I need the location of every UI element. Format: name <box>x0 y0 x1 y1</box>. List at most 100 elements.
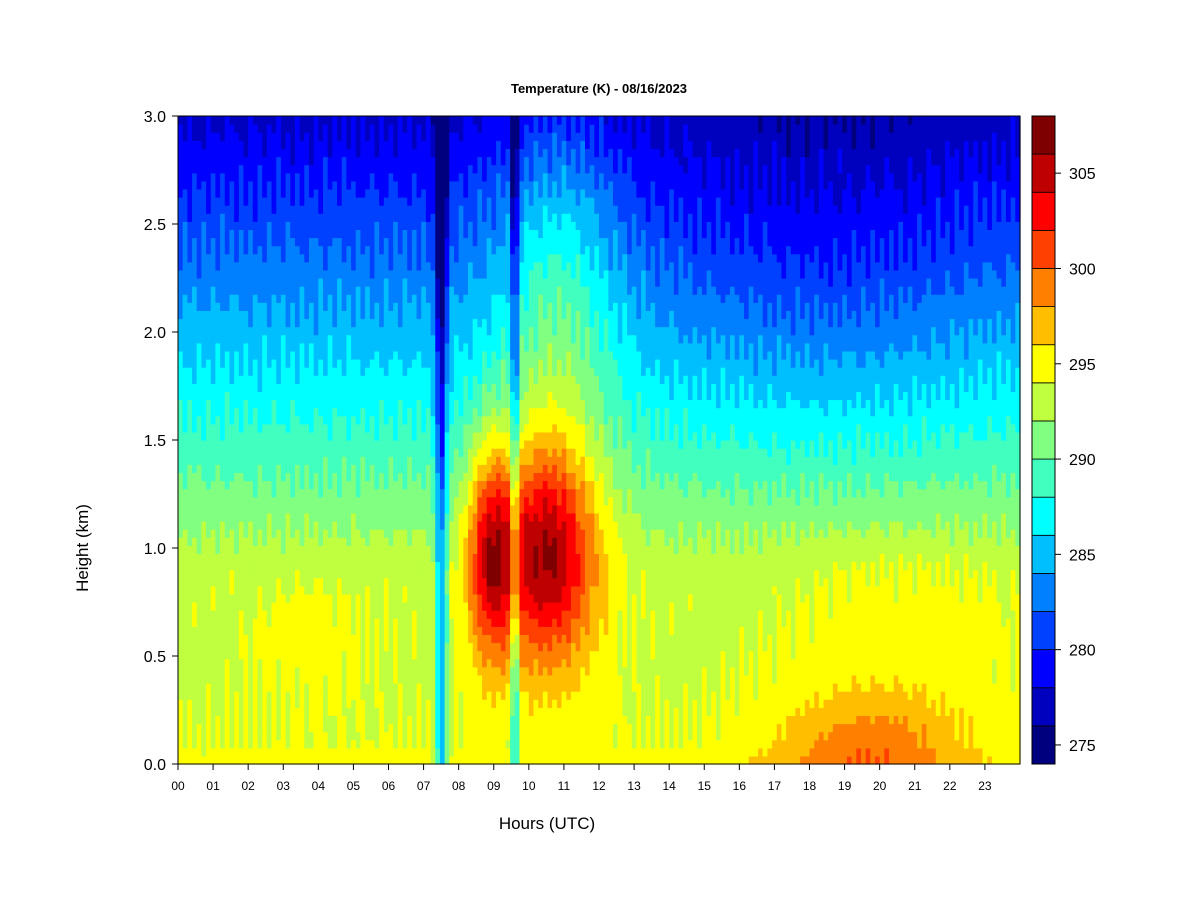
heatmap-cell <box>369 423 376 433</box>
heatmap-cell <box>201 415 207 425</box>
heatmap-cell <box>220 245 226 255</box>
heatmap-cell <box>323 278 329 287</box>
heatmap-cell <box>383 650 390 660</box>
heatmap-cell <box>262 278 268 287</box>
heatmap-cell <box>341 545 347 554</box>
heatmap-cell <box>346 237 352 247</box>
heatmap-cell <box>402 456 408 465</box>
heatmap-cell <box>355 221 362 230</box>
heatmap-cell <box>365 310 371 320</box>
heatmap-cell <box>360 367 366 376</box>
heatmap-cell <box>463 213 469 222</box>
heatmap-cell <box>252 650 259 660</box>
heatmap-cell <box>192 407 198 417</box>
heatmap-cell <box>458 448 464 457</box>
heatmap-cell <box>210 618 217 627</box>
heatmap-cell <box>196 180 202 190</box>
heatmap-cell <box>262 545 268 554</box>
heatmap-cell <box>196 116 202 125</box>
heatmap-cell <box>369 375 376 384</box>
heatmap-cell <box>458 472 464 482</box>
heatmap-cell <box>187 205 193 214</box>
heatmap-cell <box>421 399 427 409</box>
heatmap-cell <box>369 286 376 295</box>
heatmap-cell <box>252 375 259 384</box>
heatmap-cell <box>425 545 432 554</box>
heatmap-cell <box>252 569 259 579</box>
heatmap-cell <box>280 245 287 255</box>
heatmap-cell <box>439 585 446 595</box>
heatmap-cell <box>463 407 469 417</box>
heatmap-cell <box>294 278 301 287</box>
heatmap-cell <box>248 755 254 765</box>
heatmap-cell <box>294 585 301 595</box>
heatmap-cell <box>192 569 198 579</box>
heatmap-cell <box>201 674 207 684</box>
heatmap-cell <box>252 634 259 644</box>
heatmap-cell <box>468 512 474 522</box>
heatmap-cell <box>308 367 315 376</box>
heatmap-cell <box>304 755 310 765</box>
heatmap-cell <box>257 245 263 255</box>
heatmap-cell <box>201 164 207 174</box>
heatmap-cell <box>187 634 193 644</box>
heatmap-cell <box>323 602 329 611</box>
heatmap-cell <box>453 180 460 190</box>
heatmap-cell <box>444 350 450 360</box>
heatmap-cell <box>458 188 464 198</box>
heatmap-cell <box>178 650 184 660</box>
heatmap-cell <box>294 286 301 295</box>
heatmap-cell <box>290 164 296 174</box>
heatmap-cell <box>341 310 347 320</box>
heatmap-cell <box>351 334 357 344</box>
heatmap-cell <box>458 691 464 700</box>
heatmap-cell <box>271 221 277 230</box>
heatmap-cell <box>397 658 404 668</box>
heatmap-cell <box>210 650 217 660</box>
heatmap-cell <box>234 472 240 482</box>
heatmap-cell <box>463 440 469 449</box>
heatmap-cell <box>276 585 282 595</box>
heatmap-cell <box>299 213 305 222</box>
heatmap-cell <box>257 585 263 595</box>
heatmap-cell <box>178 318 184 328</box>
heatmap-cell <box>229 116 235 125</box>
heatmap-cell <box>337 269 343 279</box>
heatmap-cell <box>290 188 296 198</box>
heatmap-cell <box>248 747 254 757</box>
heatmap-cell <box>374 553 380 563</box>
heatmap-cell <box>243 496 249 506</box>
heatmap-cell <box>299 286 305 295</box>
heatmap-cell <box>210 188 217 198</box>
heatmap-cell <box>299 156 305 166</box>
heatmap-cell <box>425 626 432 635</box>
heatmap-cell <box>276 164 282 174</box>
heatmap-cell <box>294 472 301 482</box>
heatmap-cell <box>425 229 432 239</box>
heatmap-cell <box>308 658 315 668</box>
heatmap-cell <box>210 626 217 635</box>
heatmap-cell <box>229 642 235 652</box>
heatmap-cell <box>215 261 221 271</box>
heatmap-cell <box>238 618 245 627</box>
heatmap-cell <box>215 407 221 417</box>
heatmap-cell <box>192 164 198 174</box>
heatmap-cell <box>257 448 263 457</box>
heatmap-cell <box>365 755 371 765</box>
heatmap-cell <box>323 148 329 158</box>
heatmap-cell <box>435 229 441 239</box>
heatmap-cell <box>337 577 343 587</box>
heatmap-cell <box>257 132 263 141</box>
heatmap-cell <box>323 610 329 619</box>
heatmap-cell <box>327 124 333 133</box>
heatmap-cell <box>308 593 315 603</box>
heatmap-cell <box>229 739 235 749</box>
heatmap-cell <box>238 666 245 676</box>
heatmap-cell <box>355 691 362 700</box>
heatmap-cell <box>360 407 366 417</box>
heatmap-cell <box>323 715 329 725</box>
heatmap-cell <box>304 569 310 579</box>
heatmap-cell <box>294 593 301 603</box>
heatmap-cell <box>374 674 380 684</box>
heatmap-cell <box>393 172 399 182</box>
